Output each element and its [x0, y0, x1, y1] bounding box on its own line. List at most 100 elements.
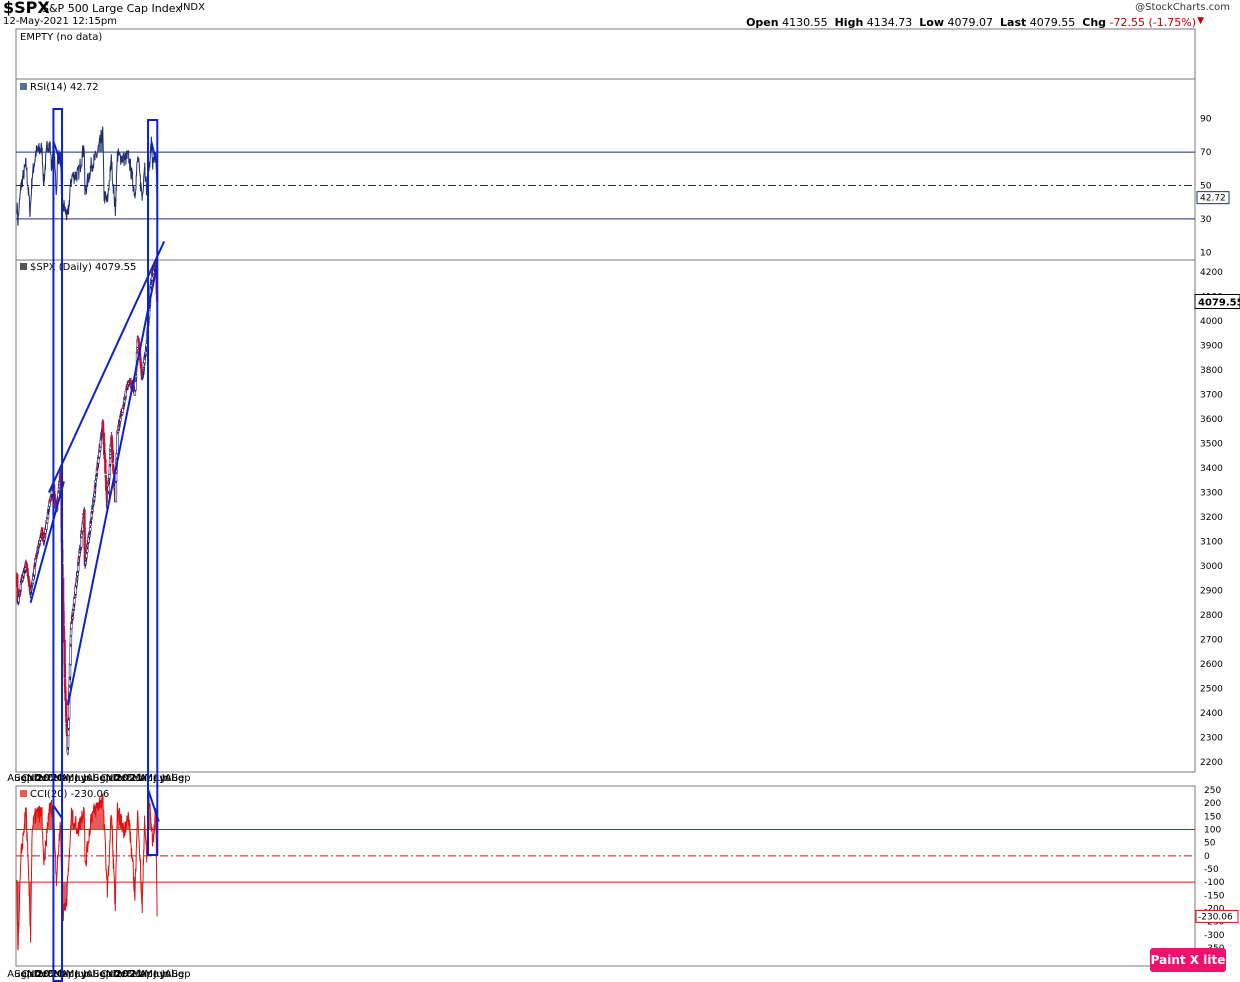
chg-label: Chg: [1082, 16, 1107, 29]
cci-overbought-fill: [17, 787, 158, 830]
price-tick-label: 3000: [1200, 562, 1223, 572]
cci-tick-label: 100: [1204, 826, 1221, 836]
low-value: 4079.07: [947, 16, 994, 29]
x-axis-label: Jul: [82, 969, 95, 980]
price-candle-body: [98, 451, 101, 458]
x-axis-label: Aug: [165, 773, 185, 784]
low-label: Low: [919, 16, 945, 29]
rsi-tick-label: 50: [1200, 182, 1212, 192]
x-axis-label: Sep: [93, 773, 112, 784]
price-candle-body: [108, 458, 112, 465]
rsi-tick-label: 90: [1200, 115, 1212, 125]
quote-bar: Open 4130.55 High 4134.73 Low 4079.07 La…: [746, 16, 1196, 29]
price-candle-body: [109, 454, 112, 459]
x-axis-label: Oct: [100, 969, 117, 980]
price-candle-body: [116, 431, 119, 454]
x-axis-label: May: [66, 773, 87, 784]
price-tick-label: 2800: [1200, 611, 1223, 621]
cci-last-tag: [1195, 909, 1239, 923]
x-axis-label: Dec: [112, 773, 131, 784]
x-axis-label: Dec: [34, 773, 53, 784]
x-axis-label: Dec: [112, 969, 131, 980]
price-candle-body: [111, 450, 115, 463]
cci-tick-label: -300: [1204, 931, 1225, 941]
price-candle-body: [31, 583, 34, 586]
x-axis-label: Jul: [82, 773, 95, 784]
x-axis-label: Aug: [165, 969, 185, 980]
paint-watermark: Paint X lite: [1150, 948, 1226, 972]
cci-tick-label: -150: [1204, 891, 1225, 901]
price-candle-body: [101, 420, 105, 428]
x-axis-label: Mar: [132, 773, 152, 784]
price-tick-label: 3800: [1200, 366, 1223, 376]
x-axis-label: Nov: [27, 969, 47, 980]
x-axis-label: 2020: [36, 773, 64, 784]
cci-legend-icon: [20, 790, 27, 797]
price-candle-body: [73, 598, 76, 605]
cci-tick-label: 50: [1204, 839, 1216, 849]
price-candle-body: [65, 714, 68, 723]
price-last-value: 4079.55: [1198, 298, 1240, 309]
x-axis-label: Feb: [127, 773, 145, 784]
price-candle-body: [70, 623, 73, 630]
price-tick-label: 3900: [1200, 342, 1223, 352]
symbol: $SPX: [3, 0, 50, 17]
price-candle-body: [26, 568, 29, 574]
x-axis-label: Jul: [161, 969, 174, 980]
price-candle-body: [63, 663, 67, 679]
rsi-tick-label: 10: [1200, 248, 1212, 258]
price-candle-body: [103, 453, 106, 460]
cci-tick-label: 0: [1204, 852, 1210, 862]
price-trendline: [47, 240, 166, 493]
x-axis-label: Oct: [21, 969, 38, 980]
price-candle-body: [20, 581, 23, 583]
x-axis-label: Aug: [86, 773, 106, 784]
x-axis-label: Mar: [53, 969, 73, 980]
chg-value: -72.55 (-1.75%): [1109, 16, 1196, 29]
highlight-box-2020: [52, 108, 64, 982]
cci-tick-label: 150: [1204, 812, 1221, 822]
last-label: Last: [1000, 16, 1027, 29]
price-panel-title: $SPX (Daily) 4079.55: [30, 262, 136, 273]
price-tick-label: 3300: [1200, 489, 1223, 499]
price-candle-body: [94, 479, 97, 484]
price-candle-body: [133, 390, 137, 396]
price-legend-icon: [20, 263, 27, 270]
x-axis-label: Feb: [127, 969, 145, 980]
price-trendline: [29, 481, 65, 604]
cci-last-value: -230.06: [1198, 912, 1233, 922]
price-tick-label: 2400: [1200, 709, 1223, 719]
x-axis-label: Aug: [7, 969, 27, 980]
x-axis-label: Oct: [100, 773, 117, 784]
price-candle-body: [76, 572, 79, 576]
price-tick-label: 3400: [1200, 464, 1223, 474]
panel-frame-cci: [15, 785, 1196, 967]
price-candle-body: [69, 636, 73, 645]
x-axis-label: Nov: [106, 773, 126, 784]
rsi-line: [16, 126, 158, 226]
empty-panel-title: EMPTY (no data): [20, 32, 102, 43]
high-value: 4134.73: [866, 16, 913, 29]
x-axis-label: Aug: [86, 969, 106, 980]
price-candle-body: [104, 471, 107, 475]
x-axis-label: 2020: [36, 969, 64, 980]
price-tick-label: 3700: [1200, 391, 1223, 401]
x-axis-label: Jun: [74, 773, 91, 784]
cci-tick-label: -50: [1204, 865, 1219, 875]
price-candle-body: [99, 439, 103, 448]
price-candle-body: [136, 350, 139, 352]
x-axis-label: Apr: [61, 969, 79, 980]
cci-panel-title: CCI(20) -230.06: [30, 789, 109, 800]
x-axis-label: Nov: [27, 773, 47, 784]
price-candle-body: [16, 574, 19, 587]
price-tick-label: 2600: [1200, 660, 1223, 670]
price-last-tag: [1194, 294, 1240, 310]
x-axis-label: Mar: [132, 969, 152, 980]
price-trendline: [66, 263, 159, 706]
cci-trendline: [52, 805, 63, 819]
cci-tick-label: 200: [1204, 799, 1221, 809]
rsi-trendline: [52, 141, 63, 166]
high-label: High: [834, 16, 864, 29]
price-candle-body: [19, 583, 23, 591]
